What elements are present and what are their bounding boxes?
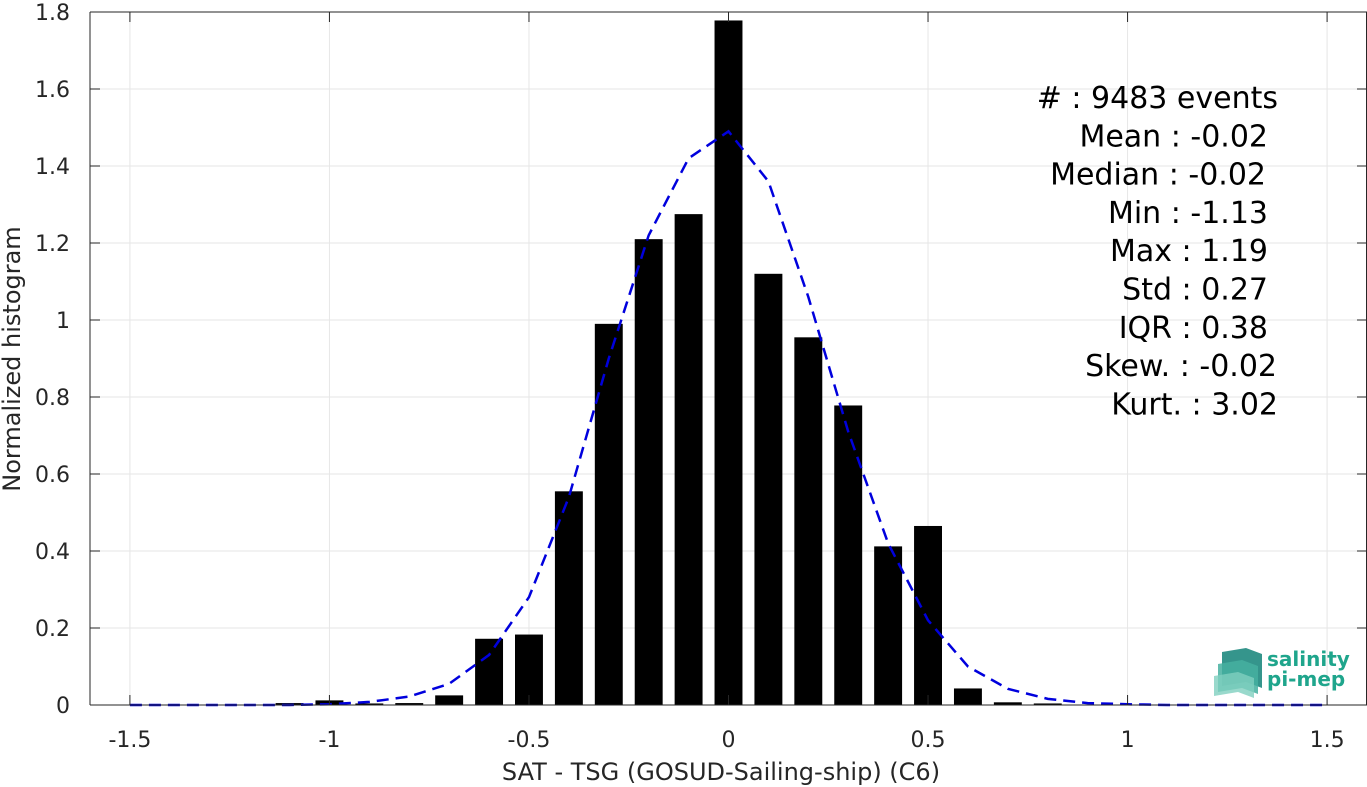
y-tick-label: 0.8 <box>35 386 70 411</box>
y-tick-label: 1 <box>56 309 70 334</box>
histogram-bar <box>914 525 942 705</box>
y-tick-label: 0.6 <box>35 463 70 488</box>
histogram-bar <box>594 323 623 705</box>
x-tick-label: 1 <box>1121 728 1135 753</box>
y-ticks: 0 0.2 0.4 0.6 0.8 1 1.2 1.4 1.6 1.8 <box>35 1 1367 719</box>
statistics-line: Median : -0.02 <box>1050 158 1266 193</box>
y-tick-label: 1.6 <box>35 78 70 103</box>
y-tick-label: 1.4 <box>35 155 70 180</box>
logo-text-pi-mep: pi-mep <box>1267 667 1345 691</box>
histogram-bar <box>435 695 464 705</box>
x-tick-label: -1 <box>318 728 340 753</box>
x-tick-label: 1.5 <box>1310 728 1345 753</box>
logo-text-salinity: salinity <box>1267 647 1350 671</box>
statistics-line: IQR : 0.38 <box>1119 311 1268 346</box>
y-tick-label: 1.8 <box>35 1 70 26</box>
x-tick-label: 0.5 <box>911 728 946 753</box>
statistics-line: Mean : -0.02 <box>1079 119 1268 154</box>
histogram-bar <box>993 702 1022 705</box>
histogram-bar <box>475 638 504 705</box>
histogram-bars <box>275 20 1062 706</box>
y-tick-label: 0.4 <box>35 540 70 565</box>
statistics-line: Skew. : -0.02 <box>1085 349 1277 384</box>
statistics-line: Std : 0.27 <box>1122 273 1268 308</box>
y-axis-label: Normalized histogram <box>0 226 26 491</box>
statistics-line: Kurt. : 3.02 <box>1111 387 1278 422</box>
histogram-bar <box>714 20 743 706</box>
y-tick-label: 1.2 <box>35 232 70 257</box>
x-tick-label: -0.5 <box>508 728 551 753</box>
statistics-line: Min : -1.13 <box>1108 196 1268 231</box>
histogram-bar <box>395 703 424 705</box>
histogram-bar <box>515 634 543 705</box>
x-tick-label: -1.5 <box>108 728 151 753</box>
histogram-bar <box>834 405 863 705</box>
x-ticks: -1.5 -1 -0.5 0 0.5 1 1.5 <box>108 12 1345 753</box>
x-axis-label: SAT - TSG (GOSUD-Sailing-ship) (C6) <box>502 758 940 786</box>
histogram-bar <box>874 546 903 705</box>
histogram-bar <box>554 491 583 705</box>
histogram-bar <box>754 273 783 705</box>
histogram-bar <box>355 703 384 705</box>
histogram-bar <box>1033 703 1062 705</box>
statistics-line: # : 9483 events <box>1037 81 1278 116</box>
y-tick-label: 0 <box>56 694 70 719</box>
histogram-bar <box>953 688 982 705</box>
y-tick-label: 0.2 <box>35 617 70 642</box>
histogram-bar <box>634 239 663 705</box>
histogram-bar <box>794 337 823 705</box>
statistics-line: Max : 1.19 <box>1110 234 1268 269</box>
logo-waves-icon <box>1214 648 1262 698</box>
histogram-bar <box>674 214 703 705</box>
salinity-pi-mep-logo: salinity pi-mep <box>1214 647 1350 698</box>
x-tick-label: 0 <box>722 728 736 753</box>
